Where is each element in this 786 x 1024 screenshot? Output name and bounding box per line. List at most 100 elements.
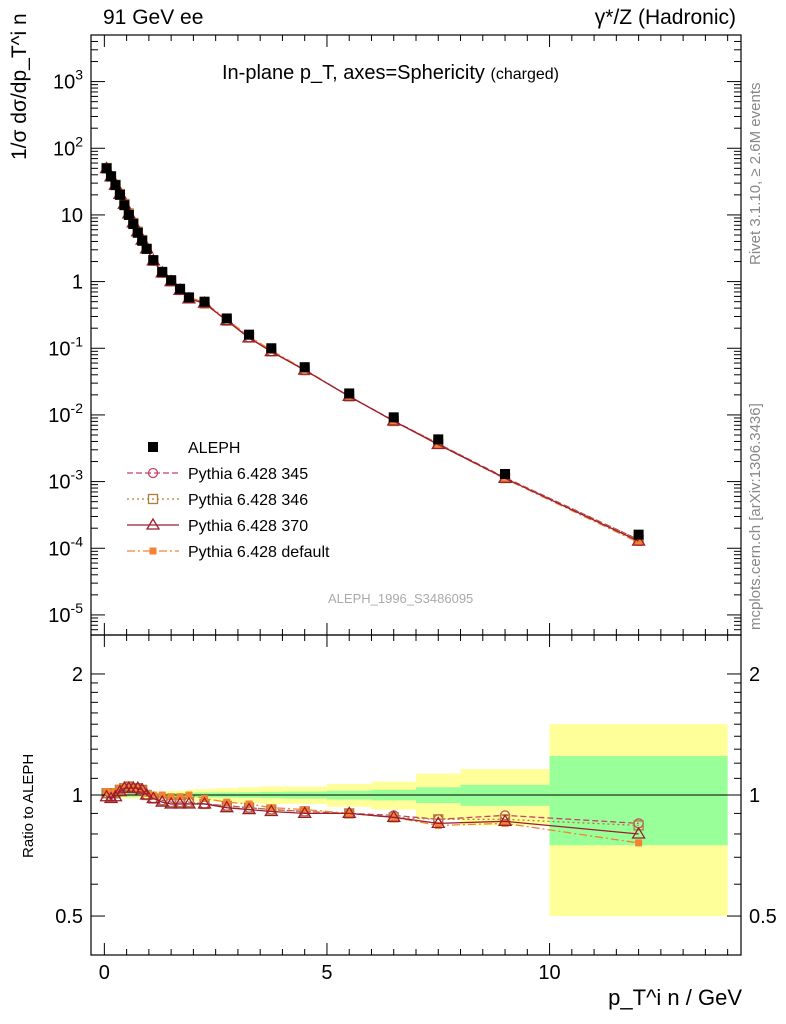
ratio-point-p370 [342, 806, 357, 819]
point-pdefault [635, 539, 643, 547]
point-data [433, 434, 444, 445]
legend: ALEPH Pythia 6.428 345 Pythia 6.428 346 Pyt… [127, 440, 330, 561]
y-tick-label: 1 [72, 272, 83, 294]
ratio-point-pdefault [501, 819, 509, 827]
ratio-point-pdefault [301, 806, 309, 814]
legend-label-p346: Pythia 6.428 346 [188, 492, 308, 509]
y-tick-label: 10-4 [48, 533, 83, 560]
ratio-point-p370 [163, 796, 179, 809]
ratio-axes: 0 5 10 0.5 0.5 1 1 2 2 [55, 35, 777, 984]
ratio-y-tick-label-right: 1 [749, 785, 760, 807]
point-data [500, 469, 511, 480]
y-tick-label: 10-1 [48, 333, 83, 360]
y-tick-exponent: 2 [75, 133, 83, 149]
point-data [175, 283, 186, 294]
ratio-point-p370 [146, 791, 161, 804]
series-line-p370 [106, 168, 639, 542]
legend-marker-data [148, 442, 158, 452]
y-tick-exponent: -4 [71, 533, 84, 549]
plot-title-sub: (charged) [490, 66, 559, 83]
point-data [633, 529, 644, 540]
point-data [119, 200, 130, 211]
ratio-point-p370 [135, 782, 150, 795]
ratio-point-pdefault [120, 782, 128, 790]
energy-label: 91 GeV ee [103, 6, 204, 29]
point-data [299, 362, 310, 373]
ratio-point-pdefault [116, 784, 124, 792]
point-data [123, 209, 134, 220]
ratio-y-tick-label-left: 2 [72, 664, 83, 686]
y-tick-label: 10-5 [48, 600, 83, 627]
point-data [137, 235, 148, 246]
ratio-point-pdefault [185, 791, 193, 799]
point-data [106, 171, 117, 182]
ratio-point-p370 [497, 814, 513, 826]
point-data [157, 266, 168, 277]
y-tick-exponent: -2 [71, 400, 84, 416]
legend-marker-p345 [147, 467, 159, 479]
y-tick-label: 103 [53, 67, 83, 94]
series-line-p346 [106, 167, 639, 541]
point-data [114, 189, 125, 200]
point-data [141, 243, 152, 254]
ratio-point-p370 [297, 806, 312, 819]
ratio-line-p370 [106, 787, 639, 835]
ratio-y-tick-label-right: 2 [749, 664, 760, 686]
legend-marker-p346 [147, 493, 159, 505]
point-data [344, 388, 355, 399]
x-tick-label: 0 [99, 962, 110, 984]
legend-label-p370: Pythia 6.428 370 [188, 518, 308, 535]
rivet-version-label: Rivet 3.1.10, ≥ 2.6M events [747, 82, 764, 266]
plot-title: In-plane p_T, axes=Sphericity (charged) [222, 62, 559, 85]
ratio-point-p370 [197, 796, 212, 809]
ratio-point-p370 [264, 804, 279, 817]
point-data [132, 227, 143, 238]
point-p370 [631, 533, 646, 546]
point-data [148, 255, 159, 266]
y-tick-label: 10-2 [48, 400, 83, 427]
ratio-y-tick-label-left: 0.5 [55, 906, 83, 928]
ratio-point-p370 [631, 826, 646, 839]
x-axis-label: p_T^i n / GeV [608, 985, 742, 1010]
main-panel-series [99, 161, 646, 547]
ratio-y-tick-label-left: 1 [72, 785, 83, 807]
point-data [128, 219, 139, 230]
plot-title-main: In-plane p_T, axes=Sphericity [222, 62, 485, 84]
ratio-panel-series [99, 780, 646, 847]
point-data [166, 275, 177, 286]
point-data [244, 329, 255, 340]
legend-marker-p370 [145, 517, 161, 530]
legend-label-p345: Pythia 6.428 345 [188, 466, 308, 483]
y-tick-exponent: -3 [71, 467, 84, 483]
y-tick-exponent: -5 [71, 600, 84, 616]
y-tick-label: 10 [61, 205, 83, 227]
analysis-id: ALEPH_1996_S3486095 [328, 591, 474, 606]
ratio-point-pdefault [434, 821, 442, 829]
ratio-point-pdefault [267, 804, 275, 812]
point-data [388, 412, 399, 423]
y-tick-exponent: -1 [71, 333, 84, 349]
process-label: γ*/Z (Hadronic) [594, 6, 736, 29]
ratio-point-p370 [386, 810, 401, 822]
x-tick-label: 10 [538, 962, 560, 984]
main-y-label: 1/σ dσ/dp_T^i n [8, 13, 31, 160]
point-data [101, 163, 112, 174]
ratio-point-pdefault [125, 782, 133, 790]
legend-marker-pdefault [149, 547, 157, 555]
ratio-point-p370 [241, 802, 257, 815]
series-line-pdefault [106, 167, 639, 544]
ratio-uncertainty-bands [104, 724, 728, 917]
ratio-y-tick-label-right: 0.5 [749, 906, 777, 928]
y-tick-exponent: 3 [75, 67, 83, 83]
mcplots-label: mcplots.cern.ch [arXiv:1306.3436] [747, 403, 764, 630]
ratio-point-p370 [172, 796, 188, 809]
ratio-point-p370 [112, 784, 128, 797]
y-tick-label: 10-3 [48, 467, 83, 494]
ratio-point-p370 [139, 787, 154, 800]
ratio-point-p370 [155, 794, 170, 807]
x-tick-label: 5 [321, 962, 332, 984]
y-tick-label: 102 [53, 133, 83, 160]
ratio-point-p346 [633, 820, 644, 831]
ratio-point-p370 [431, 816, 446, 829]
